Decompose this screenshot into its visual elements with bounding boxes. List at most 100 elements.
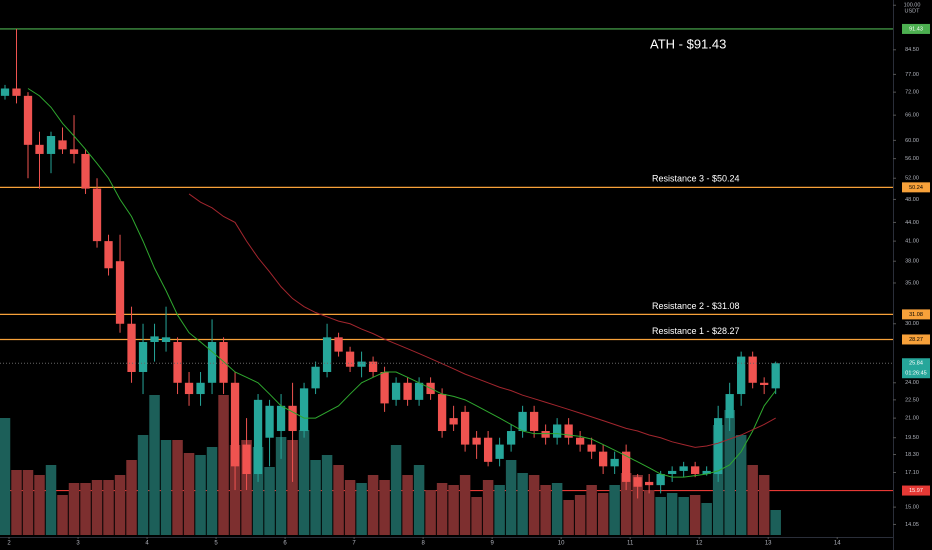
candle-body [714,418,723,475]
candle-body [760,382,769,385]
level-annotation: ATH - $91.43 [650,36,726,51]
candle-body [150,336,159,343]
volume-bar [218,395,229,535]
level-annotation: Resistance 3 - $50.24 [652,174,740,184]
y-tick-label: 24.00 [905,380,919,386]
volume-bar [356,483,367,535]
y-tick-label: 66.00 [905,113,919,119]
volume-bar [459,475,471,535]
y-tick-label: 35.00 [905,280,919,286]
volume-bar [103,480,114,535]
price-label-box [902,334,930,345]
candle-body [334,337,343,352]
candle-body [299,388,309,432]
candle-body [12,88,21,96]
candle-body [622,451,631,482]
candle-body [81,153,90,189]
candle-body [529,411,539,432]
candle-body [518,411,527,432]
volume-bar [758,475,770,535]
volume-bar [367,475,379,535]
x-tick-label: 10 [558,541,565,547]
y-tick-label: 17.10 [905,470,919,476]
volume-bar [620,473,632,535]
candle-body [403,382,412,400]
candle-body [725,394,734,419]
volume-bar [655,497,666,535]
price-label: 91.43 [909,26,923,32]
volume-bar [678,497,689,535]
price-label-box [902,309,930,320]
volume-bar [643,490,655,535]
volume-bar [436,483,448,535]
x-tick-label: 6 [283,541,287,547]
y-tick-label: 52.00 [905,176,919,182]
candle-body [196,382,205,395]
candle-body [737,356,746,395]
candle-body [575,437,585,445]
volume-bar [724,410,735,535]
candle-body [495,444,504,459]
volume-bar [34,475,45,535]
candle-body [391,382,401,400]
y-tick-label: 19.50 [905,435,919,441]
volume-bar [689,495,701,535]
candle-body [679,466,688,471]
y-tick-label: 41.00 [905,239,919,245]
candle-body [414,382,424,400]
candle-body [552,424,562,438]
y-tick-label: 44.00 [905,220,919,226]
y-tick-label: 77.00 [905,72,919,78]
candle-body [368,361,378,372]
volume-bar [494,485,505,535]
candle-body [449,418,458,425]
y-tick-label: 14.05 [905,522,919,528]
volume-bar [609,485,620,535]
y-tick-label: 56.00 [905,156,919,162]
volume-bar [563,500,574,535]
volume-bar [448,485,459,535]
volume-bar [735,435,747,535]
candle-body [668,470,677,475]
candle-body [610,458,619,467]
candle-body [92,188,102,242]
y-tick-label: 15.00 [905,505,919,511]
volume-bar [632,475,643,535]
volume-bar [80,483,91,535]
volume-bar [11,470,22,535]
price-label: 50.24 [909,185,923,191]
countdown-label: 01:26:45 [905,371,926,377]
candle-body [265,405,274,438]
volume-bar [528,475,540,535]
volume-bar [126,460,137,535]
candle-body [380,371,389,404]
candle-body [598,451,608,467]
volume-bar [310,460,321,535]
candle-body [242,444,251,475]
volume-bar [505,460,517,535]
volume-bar [517,473,528,535]
volume-bar [425,490,436,535]
volume-bar [183,453,195,535]
price-label-box [902,358,930,379]
candle-body [483,437,493,462]
volume-bar [57,495,68,535]
y-tick-label: 21.00 [905,416,919,422]
candle-body [771,363,780,389]
volume-bar [574,495,586,535]
moving-average [188,193,776,448]
candle-body [541,431,550,438]
x-tick-label: 2 [7,541,11,547]
x-tick-label: 7 [352,541,356,547]
y-tick-label: 30.00 [905,321,919,327]
candle-body [173,342,182,383]
candle-body [161,337,171,343]
candle-body [564,424,573,438]
candle-body [506,431,516,445]
candle-body [472,437,481,445]
candle-body [138,342,148,372]
price-label-box [902,182,930,193]
candle-body [0,88,10,96]
candle-body [633,477,642,487]
candle-body [702,470,711,475]
